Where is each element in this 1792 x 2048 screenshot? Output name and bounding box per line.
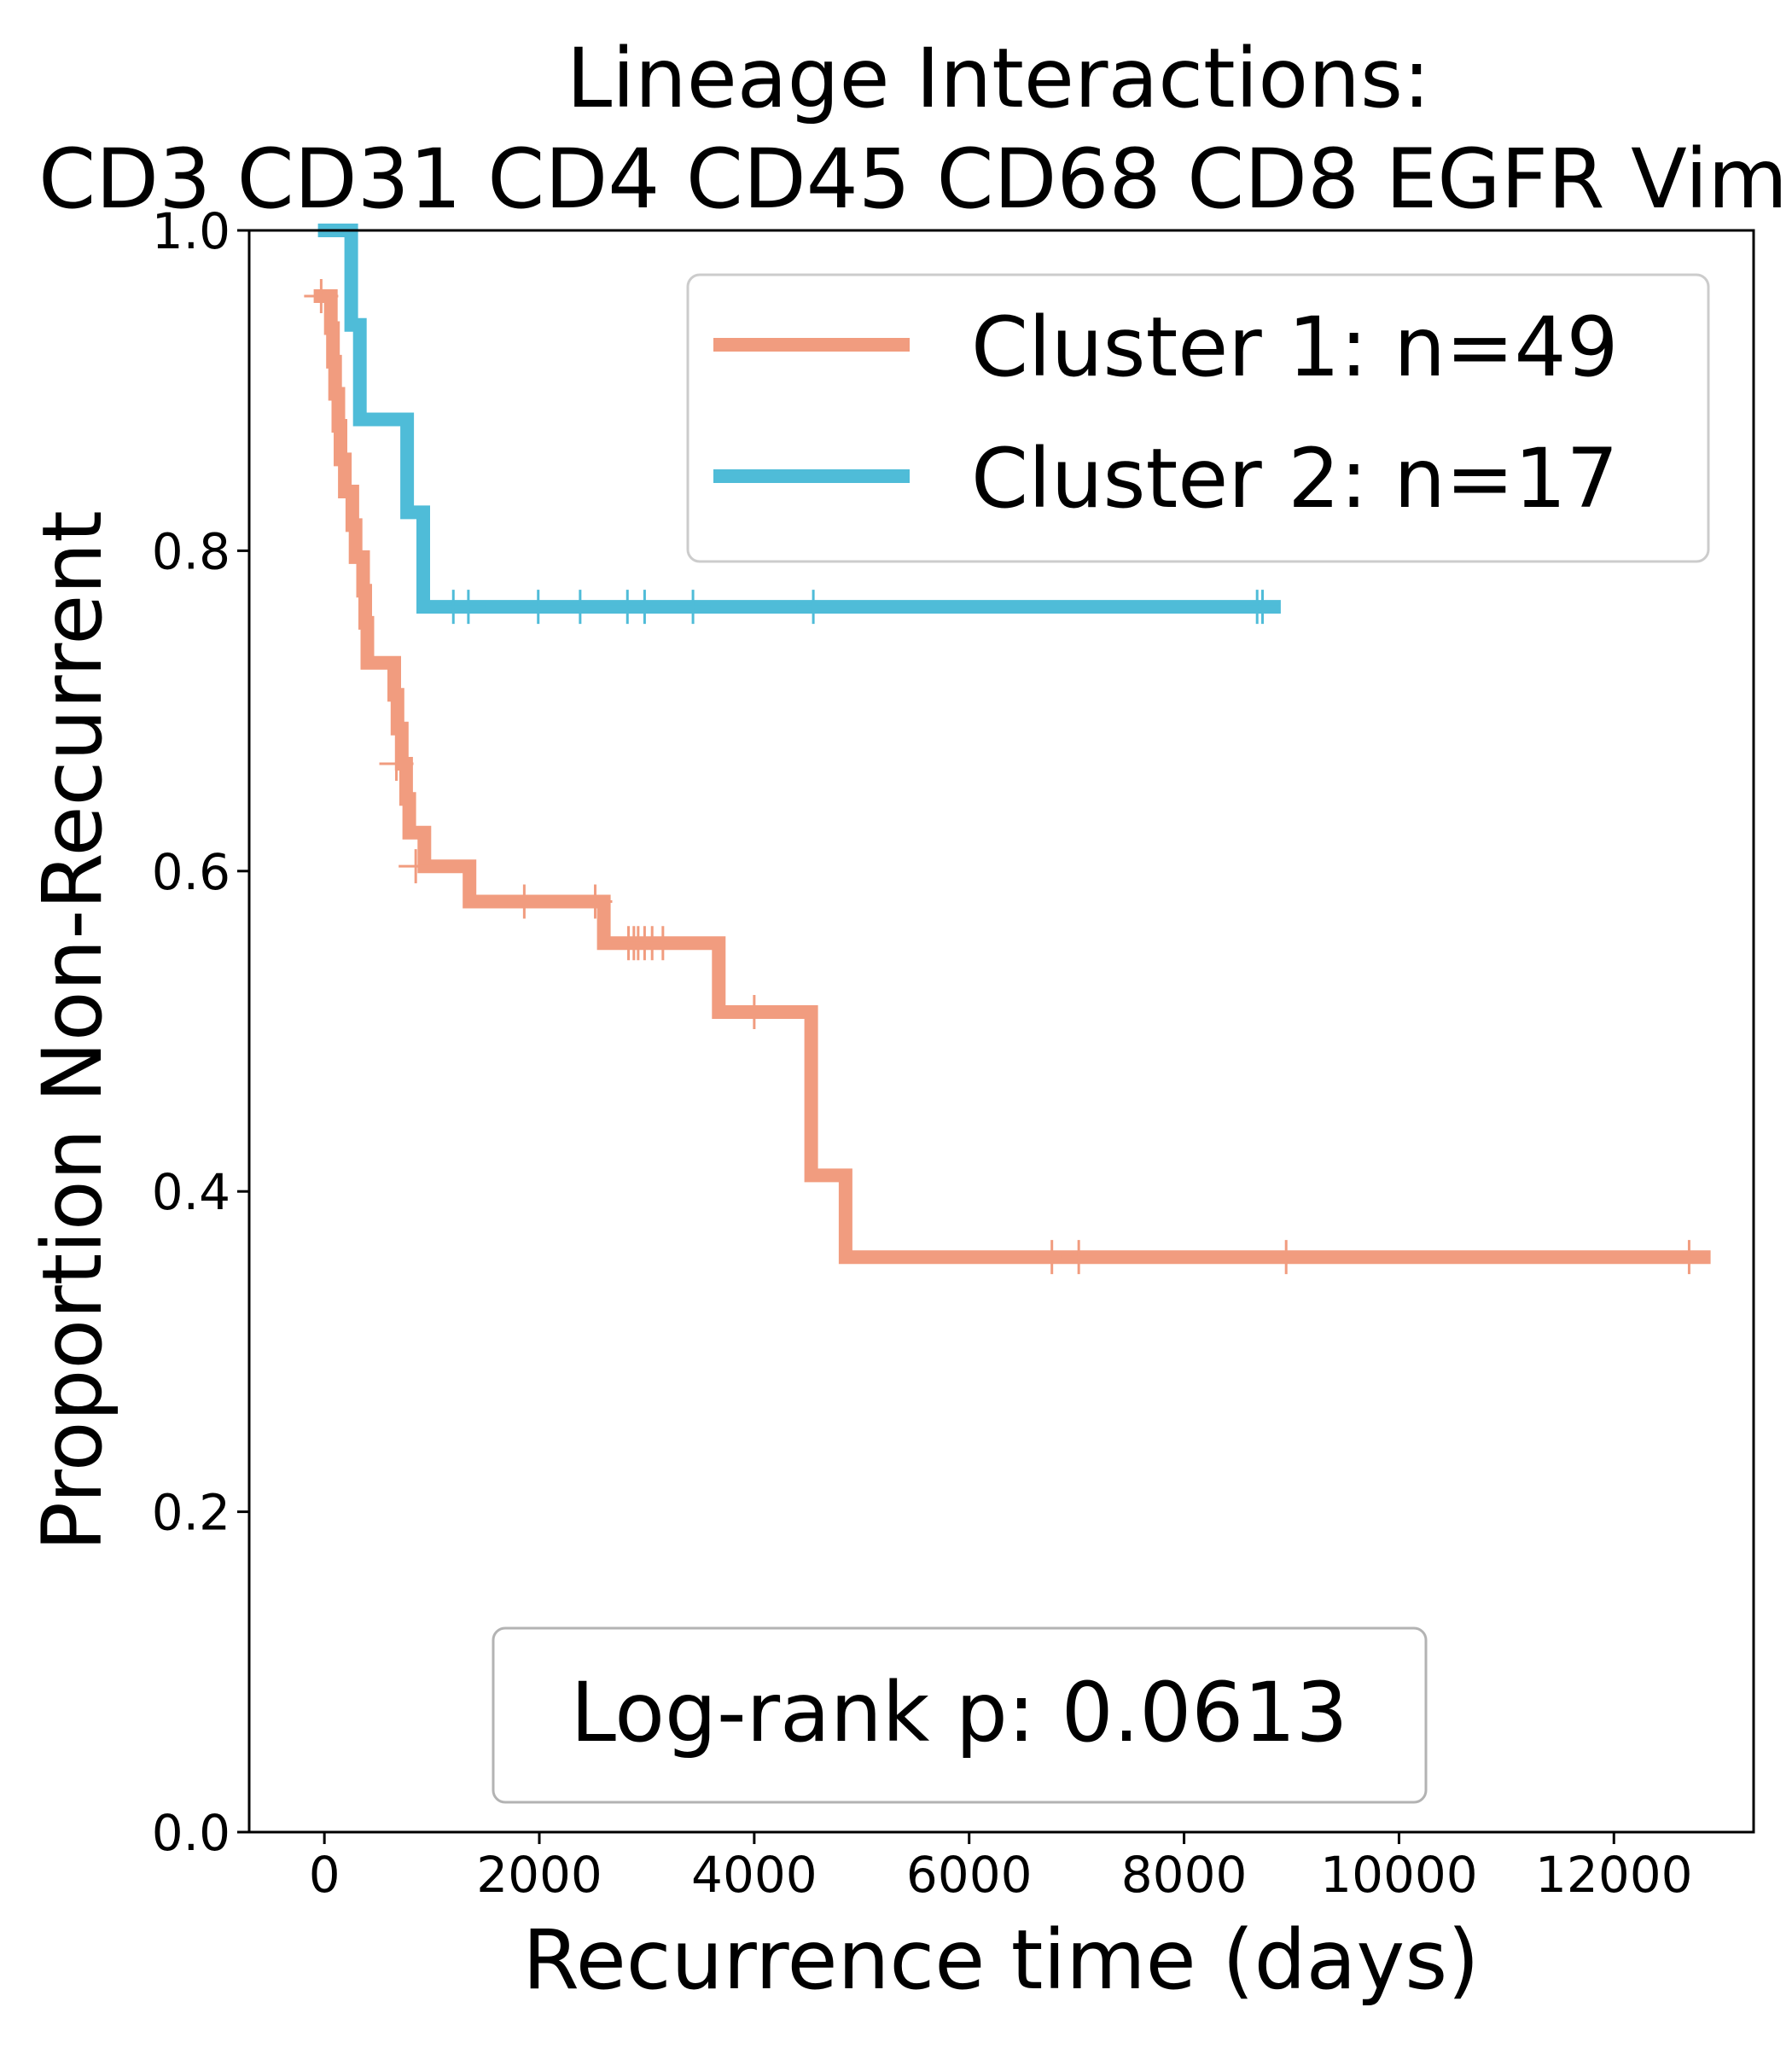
censor-mark-cluster-1: [379, 747, 414, 782]
censor-mark-cluster-2: [562, 590, 597, 625]
y-tick-label: 0.4: [152, 1163, 230, 1221]
series-line-cluster-2: [317, 224, 1281, 614]
censor-mark-cluster-2: [521, 590, 556, 625]
x-tick-label: 8000: [1121, 1846, 1248, 1904]
censor-marks: [304, 278, 1707, 1275]
censor-mark-cluster-1: [304, 278, 339, 313]
x-axis-ticks: 0 2000 4000 6000 8000 10000 12000: [309, 1832, 1693, 1904]
censor-mark-cluster-1: [1672, 1240, 1707, 1275]
x-tick-label: 6000: [906, 1846, 1033, 1904]
legend-box: [686, 273, 1710, 563]
censor-mark-cluster-2: [451, 590, 486, 625]
y-tick-label: 1.0: [152, 202, 230, 260]
plot-frame: [247, 229, 1755, 1834]
chart-title-line-2: CD3 CD31 CD4 CD45 CD68 CD8 EGFR Vim: [38, 131, 1788, 227]
legend-label-cluster-2: Cluster 2: n=17: [971, 431, 1619, 527]
y-axis-label: Proportion Non-Recurrent: [25, 510, 120, 1551]
y-tick-label: 0.8: [152, 522, 230, 580]
x-tick-label: 0: [309, 1846, 340, 1904]
censor-mark-cluster-1: [399, 849, 433, 884]
censor-mark-cluster-2: [1245, 590, 1280, 625]
survival-curves: [313, 224, 1711, 1265]
series-line-cluster-1: [313, 289, 1711, 1265]
x-tick-label: 4000: [691, 1846, 817, 1904]
censor-mark-cluster-1: [578, 884, 613, 919]
x-tick-label: 2000: [476, 1846, 602, 1904]
y-tick-label: 0.6: [152, 843, 230, 901]
y-tick-label: 0.2: [152, 1484, 230, 1542]
x-axis-label: Recurrence time (days): [522, 1912, 1479, 2008]
x-tick-label: 12000: [1535, 1846, 1693, 1904]
logrank-box: [492, 1626, 1428, 1804]
censor-mark-cluster-2: [627, 590, 662, 625]
censor-mark-cluster-1: [1269, 1240, 1304, 1275]
legend: Cluster 1: n=49 Cluster 2: n=17: [686, 273, 1710, 563]
y-axis-ticks: 0.0 0.2 0.4 0.6 0.8 1.0: [152, 202, 249, 1862]
y-tick-label: 0.0: [152, 1804, 230, 1862]
chart-title-line-1: Lineage Interactions:: [567, 31, 1431, 126]
censor-mark-cluster-1: [507, 884, 542, 919]
plot-area: [304, 224, 1711, 1275]
censor-mark-cluster-1: [645, 926, 680, 961]
censor-mark-cluster-1: [1062, 1240, 1097, 1275]
logrank-text: Log-rank p: 0.0613: [570, 1665, 1347, 1760]
censor-mark-cluster-2: [796, 590, 831, 625]
censor-mark-cluster-1: [736, 994, 771, 1029]
censor-mark-cluster-2: [676, 590, 711, 625]
legend-label-cluster-1: Cluster 1: n=49: [971, 300, 1619, 395]
logrank-annotation: Log-rank p: 0.0613: [492, 1626, 1428, 1804]
x-tick-label: 10000: [1320, 1846, 1478, 1904]
